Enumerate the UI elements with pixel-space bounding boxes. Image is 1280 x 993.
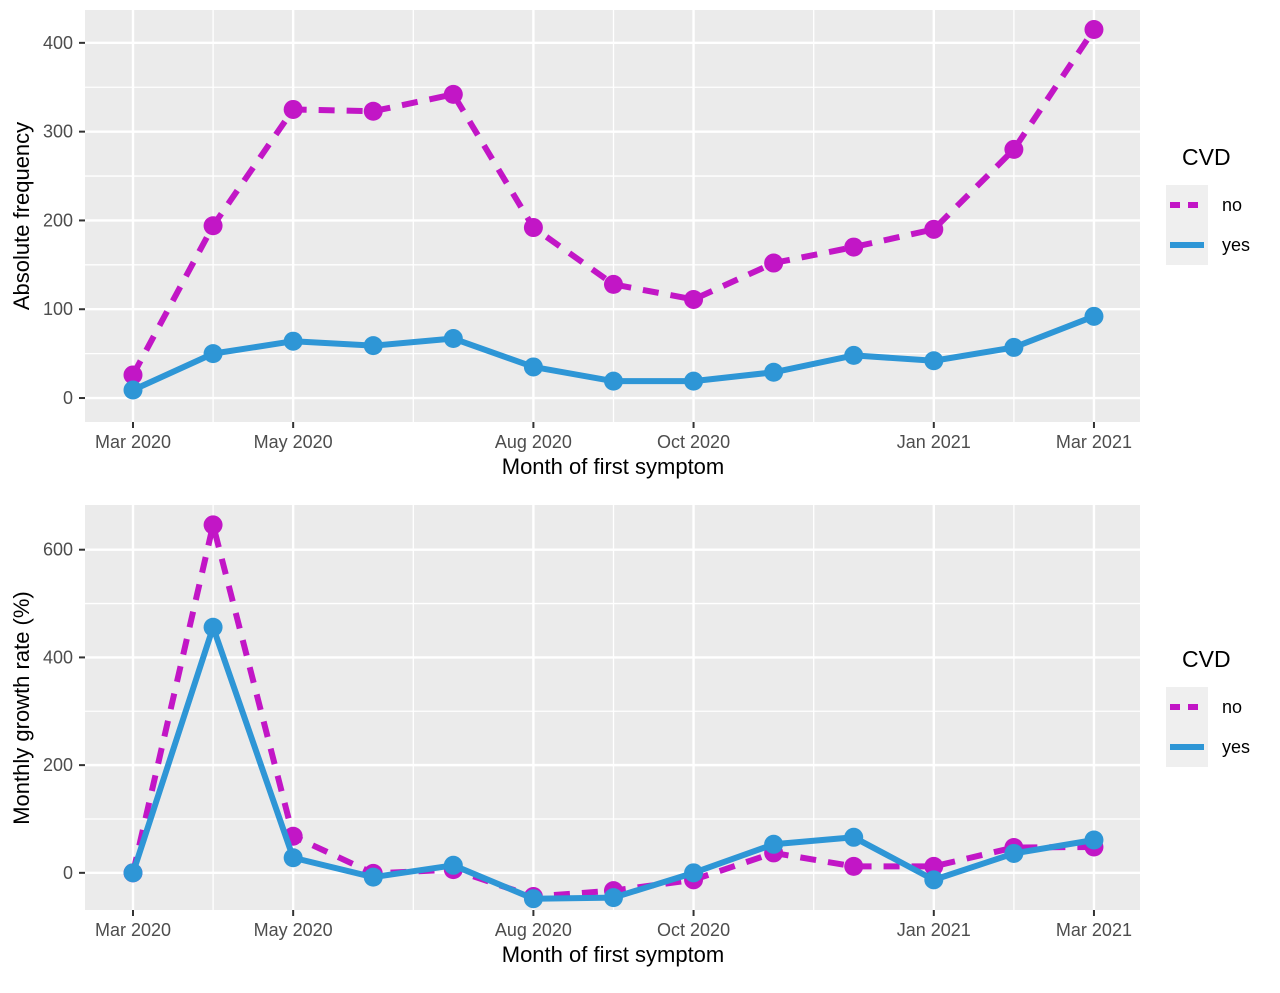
legend-key-yes xyxy=(1166,727,1208,767)
y-axis-title-absolute-frequency: Absolute frequency xyxy=(9,121,34,311)
y-tick-label: 300 xyxy=(43,122,73,142)
series-no-point xyxy=(1004,139,1024,159)
y-tick-label: 400 xyxy=(43,33,73,53)
series-yes-point xyxy=(844,827,864,847)
series-no-point xyxy=(684,289,704,309)
series-yes-point xyxy=(924,870,944,890)
dashed-line-glyph xyxy=(1170,202,1204,208)
x-tick-label: Mar 2020 xyxy=(95,432,171,452)
x-tick-label: Mar 2020 xyxy=(95,920,171,940)
series-yes-point xyxy=(283,331,303,351)
x-tick-label: Mar 2021 xyxy=(1056,432,1132,452)
solid-line-glyph xyxy=(1170,744,1204,750)
legend-label-no: no xyxy=(1222,194,1243,215)
panel-background xyxy=(85,10,1140,422)
legend-entry-no: no xyxy=(1166,185,1280,225)
legend-entry-no: no xyxy=(1166,687,1280,727)
series-yes-point xyxy=(443,329,463,349)
series-yes-point xyxy=(1004,337,1024,357)
x-tick-label: Jan 2021 xyxy=(897,432,971,452)
series-yes-point xyxy=(203,617,223,637)
legend-entry-yes: yes xyxy=(1166,225,1280,265)
series-yes-point xyxy=(363,867,383,887)
series-no-point xyxy=(203,216,223,236)
y-tick-label: 100 xyxy=(43,299,73,319)
y-tick-label: 200 xyxy=(43,755,73,775)
x-axis-title-month-top: Month of first symptom xyxy=(501,454,725,479)
series-yes-point xyxy=(123,863,143,883)
y-tick-label: 0 xyxy=(63,863,73,883)
series-yes-point xyxy=(203,344,223,364)
series-yes-point xyxy=(684,371,704,391)
legend-key-no xyxy=(1166,185,1208,225)
legend-entry-yes: yes xyxy=(1166,727,1280,767)
legend-label-no: no xyxy=(1222,696,1243,717)
y-tick-label: 400 xyxy=(43,647,73,667)
x-tick-label: May 2020 xyxy=(254,920,333,940)
series-no-point xyxy=(603,274,623,294)
series-no-point xyxy=(844,856,864,876)
legend-key-no xyxy=(1166,687,1208,727)
series-yes-point xyxy=(764,834,784,854)
x-tick-label: Mar 2021 xyxy=(1056,920,1132,940)
x-tick-label: May 2020 xyxy=(254,432,333,452)
series-yes-point xyxy=(764,362,784,382)
y-axis-title-monthly-growth-rate: Monthly growth rate (%) xyxy=(9,591,34,825)
series-no-point xyxy=(443,84,463,104)
series-no-point xyxy=(764,253,784,273)
legend-key-yes xyxy=(1166,225,1208,265)
series-yes-point xyxy=(123,380,143,400)
series-no-point xyxy=(283,99,303,119)
series-yes-point xyxy=(523,357,543,377)
series-yes-point xyxy=(924,351,944,371)
x-tick-label: Jan 2021 xyxy=(897,920,971,940)
legend-label-yes: yes xyxy=(1222,234,1251,255)
series-yes-point xyxy=(363,336,383,356)
monthly-growth-rate-chart: 0 200 400 600 Mar 2020 May 2020 Aug 2020 Oct 20… xyxy=(0,490,1280,993)
series-yes-point xyxy=(283,848,303,868)
legend-cvd-bottom: CVD no yes xyxy=(1166,646,1280,767)
series-yes-point xyxy=(1004,843,1024,863)
x-tick-label: Oct 2020 xyxy=(657,920,730,940)
series-no-point xyxy=(123,365,143,385)
series-no-point xyxy=(844,237,864,257)
series-yes-point xyxy=(1084,306,1104,326)
series-yes-point xyxy=(603,888,623,908)
series-no-point xyxy=(1084,20,1104,40)
legend-title: CVD xyxy=(1182,646,1231,672)
legend-cvd-top: CVD no yes xyxy=(1166,144,1280,265)
series-yes-point xyxy=(684,863,704,883)
x-tick-label: Aug 2020 xyxy=(495,920,572,940)
series-no-point xyxy=(924,219,944,239)
series-no-point xyxy=(363,101,383,121)
legend-label-yes: yes xyxy=(1222,736,1251,757)
solid-line-glyph xyxy=(1170,242,1204,248)
y-tick-label: 200 xyxy=(43,210,73,230)
monthly-growth-rate-plot-panel: 0 200 400 600 Mar 2020 May 2020 Aug 2020 Oct 20… xyxy=(43,505,1140,940)
series-yes-point xyxy=(443,855,463,875)
y-tick-label: 0 xyxy=(63,388,73,408)
x-tick-label: Aug 2020 xyxy=(495,432,572,452)
series-yes-point xyxy=(1084,830,1104,850)
series-no-point xyxy=(203,515,223,535)
absolute-frequency-plot-panel: 0 100 200 300 400 Mar 2020 May 2020 Aug 2020 Oct… xyxy=(43,10,1140,452)
legend-title: CVD xyxy=(1182,144,1231,170)
series-yes-point xyxy=(523,889,543,909)
x-tick-label: Oct 2020 xyxy=(657,432,730,452)
y-tick-label: 600 xyxy=(43,540,73,560)
absolute-frequency-chart: 0 100 200 300 400 Mar 2020 May 2020 Aug 2020 Oct… xyxy=(0,0,1280,490)
series-yes-point xyxy=(844,345,864,365)
series-yes-point xyxy=(603,371,623,391)
x-axis-title-month-bottom: Month of first symptom xyxy=(501,942,725,967)
series-no-point xyxy=(523,218,543,238)
dashed-line-glyph xyxy=(1170,704,1204,710)
series-no-point xyxy=(924,856,944,876)
